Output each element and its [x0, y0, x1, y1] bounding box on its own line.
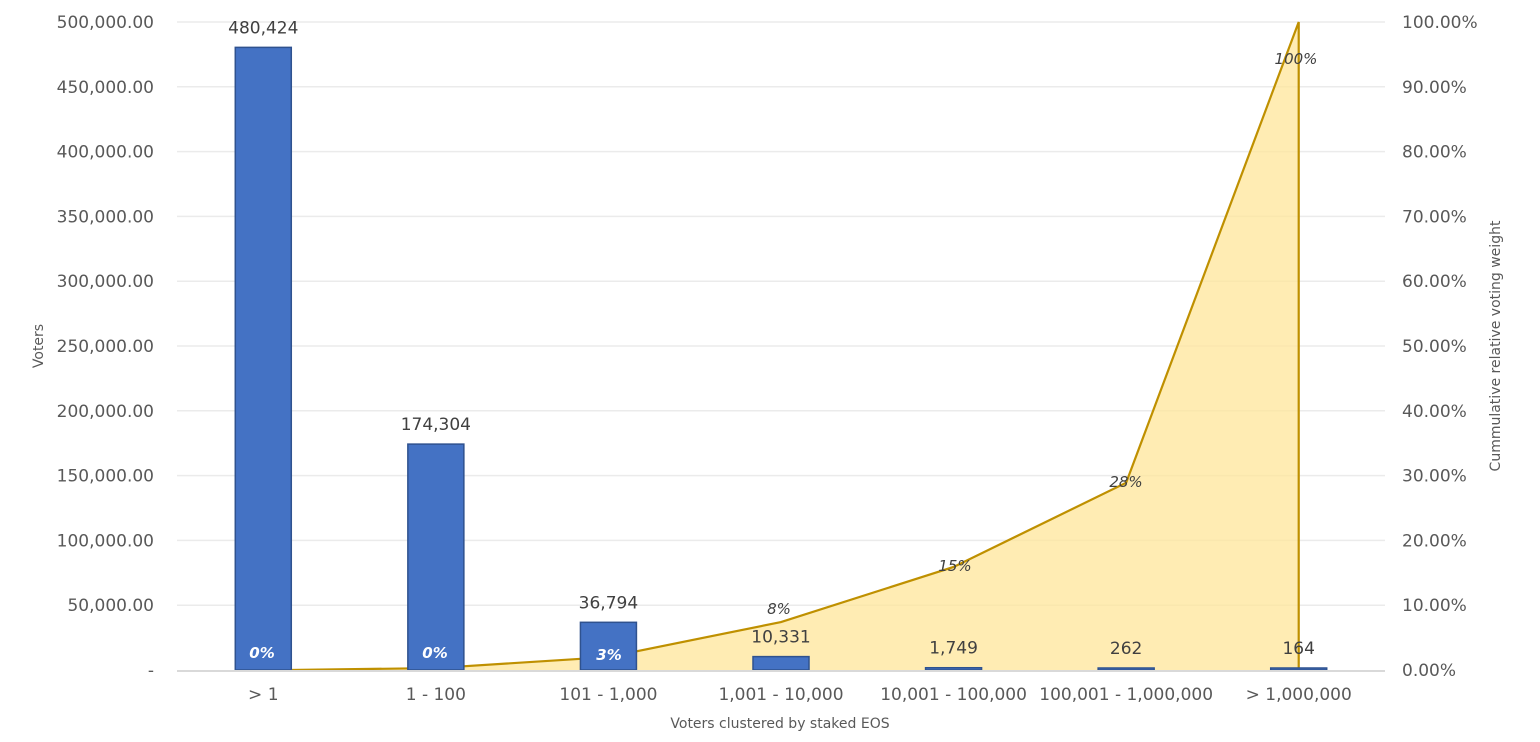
x-tick-label: > 1,000,000 [1246, 685, 1352, 705]
y2-tick-label: 90.00% [1402, 78, 1467, 98]
x-axis: > 1 1 - 100 101 - 1,000 1,001 - 10,000 10,00… [177, 670, 1385, 705]
x-tick-label: 100,001 - 1,000,000 [1039, 685, 1213, 705]
area-fill [291, 22, 1299, 670]
y2-tick-label: 0.00% [1402, 661, 1456, 681]
bar-value-label: 174,304 [401, 415, 471, 435]
y-axis-right: 0.00% 10.00% 20.00% 30.00% 40.00% 50.00% 60.00… [1402, 13, 1478, 681]
x-tick-label: 1 - 100 [406, 685, 466, 705]
x-tick-label: 10,001 - 100,000 [880, 685, 1027, 705]
cumulative-pct-label: 8% [767, 600, 791, 618]
y-tick-label: 450,000.00 [57, 78, 154, 98]
y-tick-label: 150,000.00 [57, 467, 154, 487]
y2-tick-label: 60.00% [1402, 272, 1467, 292]
bar-value-label: 10,331 [751, 628, 810, 648]
y-tick-label: - [148, 661, 154, 681]
y2-tick-label: 10.00% [1402, 596, 1467, 616]
bar [924, 666, 983, 671]
bar [1097, 667, 1155, 671]
x-tick-label: 101 - 1,000 [559, 685, 657, 705]
bar [1269, 667, 1328, 671]
y-tick-label: 50,000.00 [67, 596, 154, 616]
y-tick-label: 100,000.00 [57, 531, 154, 551]
cumulative-pct-label: 28% [1109, 473, 1142, 491]
y2-tick-label: 20.00% [1402, 531, 1467, 551]
y2-tick-label: 70.00% [1402, 207, 1467, 227]
x-tick-label: 1,001 - 10,000 [718, 685, 843, 705]
y-axis-title: Voters [31, 324, 47, 368]
area-line [291, 21, 1300, 672]
bar [752, 655, 810, 671]
y2-tick-label: 30.00% [1402, 467, 1467, 487]
cumulative-pct-label: 3% [596, 646, 621, 664]
y2-tick-label: 100.00% [1402, 13, 1478, 33]
y-tick-label: 350,000.00 [57, 207, 154, 227]
x-tick-label: > 1 [248, 685, 278, 705]
cumulative-pct-label: 100% [1275, 50, 1318, 68]
bar-value-label: 36,794 [579, 593, 638, 613]
y2-tick-label: 40.00% [1402, 402, 1467, 422]
y2-axis-title: Cummulative relative voting weight [1488, 220, 1504, 471]
y-tick-label: 300,000.00 [57, 272, 154, 292]
cumulative-pct-label: 0% [249, 644, 274, 662]
x-axis-title: Voters clustered by staked EOS [670, 716, 889, 732]
gridlines [177, 21, 1385, 606]
y-axis-left: - 50,000.00 100,000.00 150,000.00 200,000.00… [57, 13, 154, 681]
bar [234, 46, 293, 671]
y2-tick-label: 50.00% [1402, 337, 1467, 357]
bar [407, 443, 465, 671]
voters-bars [234, 46, 1328, 671]
data-labels: 480,424 174,304 36,794 10,331 1,749 262 164 0% 0… [228, 18, 1317, 664]
cumulative-pct-label: 0% [422, 644, 447, 662]
bar-value-label: 164 [1282, 639, 1314, 659]
y-tick-label: 500,000.00 [57, 13, 154, 33]
y2-tick-label: 80.00% [1402, 143, 1467, 163]
cumulative-pct-label: 15% [938, 557, 971, 575]
bar-value-label: 1,749 [929, 639, 978, 659]
bar-value-label: 480,424 [228, 18, 298, 38]
bar-value-label: 262 [1110, 639, 1142, 659]
y-tick-label: 200,000.00 [57, 402, 154, 422]
y-tick-label: 250,000.00 [57, 337, 154, 357]
cumulative-weight-area [291, 21, 1300, 672]
y-tick-label: 400,000.00 [57, 143, 154, 163]
